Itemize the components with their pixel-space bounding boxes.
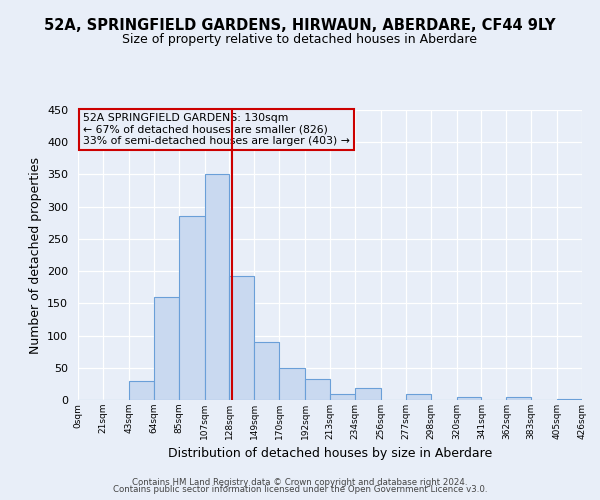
Bar (129, 380, 154, 400)
X-axis label: Distribution of detached houses by size in Aberdare: Distribution of detached houses by size … (168, 448, 492, 460)
Bar (355, 388, 381, 400)
Bar (557, 398, 582, 400)
Bar (229, 276, 254, 400)
Text: 52A SPRINGFIELD GARDENS: 130sqm
← 67% of detached houses are smaller (826)
33% o: 52A SPRINGFIELD GARDENS: 130sqm ← 67% of… (83, 113, 350, 146)
Bar (330, 394, 355, 400)
Y-axis label: Number of detached properties: Number of detached properties (29, 156, 41, 354)
Bar (179, 216, 205, 400)
Bar (279, 368, 305, 400)
Bar (205, 174, 229, 400)
Text: Contains public sector information licensed under the Open Government Licence v3: Contains public sector information licen… (113, 486, 487, 494)
Bar (305, 380, 330, 400)
Bar (254, 342, 279, 400)
Text: 52A, SPRINGFIELD GARDENS, HIRWAUN, ABERDARE, CF44 9LY: 52A, SPRINGFIELD GARDENS, HIRWAUN, ABERD… (44, 18, 556, 32)
Text: Contains HM Land Registry data © Crown copyright and database right 2024.: Contains HM Land Registry data © Crown c… (132, 478, 468, 487)
Bar (506, 397, 531, 400)
Bar (457, 397, 481, 400)
Bar (406, 394, 431, 400)
Text: Size of property relative to detached houses in Aberdare: Size of property relative to detached ho… (122, 32, 478, 46)
Bar (154, 297, 179, 400)
